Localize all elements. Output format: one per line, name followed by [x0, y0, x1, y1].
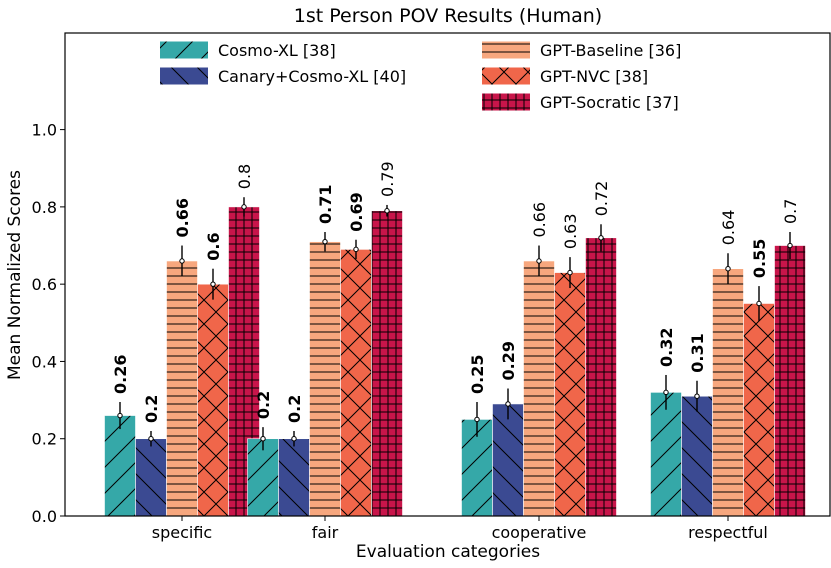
value-label-specific-4: 0.8 [235, 164, 254, 189]
mean-marker-respectful-0 [663, 389, 669, 396]
value-label-respectful-1: 0.31 [688, 333, 707, 372]
mean-marker-cooperative-2 [536, 258, 542, 264]
bar-specific-1 [135, 438, 167, 517]
mean-marker-respectful-3 [756, 300, 762, 307]
legend-swatch-3 [482, 67, 530, 85]
axes-layer: 0.0 0.2 0.4 0.6 0.8 1.0 specific fair cooperativ… [32, 32, 831, 542]
legend-label-3: GPT-NVC [38] [540, 67, 648, 86]
mean-marker-cooperative-4 [598, 235, 604, 241]
bar-respectful-0 [650, 392, 682, 517]
value-label-cooperative-3: 0.63 [561, 213, 580, 249]
mean-marker-fair-1 [291, 436, 297, 442]
bars-layer [104, 206, 806, 517]
x-tick-label-fair: fair [312, 523, 339, 542]
mean-marker-fair-4 [384, 208, 390, 214]
value-label-specific-3: 0.6 [204, 232, 223, 260]
mean-marker-cooperative-0 [474, 416, 480, 423]
value-label-cooperative-0: 0.25 [468, 355, 487, 394]
bar-cooperative-4 [585, 237, 617, 517]
value-label-specific-2: 0.66 [173, 198, 192, 237]
mean-marker-respectful-2 [725, 266, 731, 272]
legend-swatch-4 [482, 93, 530, 111]
y-tick-label: 0.8 [32, 198, 57, 217]
bar-fair-1 [278, 438, 310, 517]
mean-marker-respectful-4 [787, 242, 793, 249]
y-tick-label: 0.0 [32, 507, 57, 526]
legend-label-1: Canary+Cosmo-XL [40] [218, 67, 406, 86]
value-label-fair-1: 0.2 [285, 395, 304, 423]
bar-specific-2 [166, 260, 198, 517]
legend-label-4: GPT-Socratic [37] [540, 93, 679, 112]
bar-fair-3 [340, 249, 372, 517]
mean-marker-fair-0 [260, 436, 266, 442]
value-label-specific-0: 0.26 [111, 355, 130, 394]
value-label-respectful-4: 0.7 [781, 199, 800, 224]
value-label-fair-0: 0.2 [254, 391, 273, 419]
value-labels-layer: 0.26 0.2 0.66 0.6 0.8 0.2 0.2 0.71 0.69 0.79 0.25 0… [111, 161, 800, 423]
bar-fair-2 [309, 241, 341, 517]
y-tick-label: 0.6 [32, 275, 57, 294]
legend-label-2: GPT-Baseline [36] [540, 41, 681, 60]
axes-frame [64, 32, 831, 517]
legend-label-0: Cosmo-XL [38] [218, 41, 336, 60]
mean-marker-fair-3 [353, 246, 359, 253]
mean-marker-cooperative-1 [505, 401, 511, 407]
x-tick-label-cooperative: cooperative [492, 523, 587, 542]
legend-swatch-1 [160, 67, 208, 85]
y-axis-label: Mean Normalized Scores [5, 170, 25, 380]
value-label-respectful-3: 0.55 [750, 239, 769, 278]
value-label-fair-2: 0.71 [316, 185, 335, 224]
x-tick-label-respectful: respectful [688, 523, 768, 542]
legend-swatch-2 [482, 41, 530, 59]
value-label-cooperative-4: 0.72 [592, 181, 611, 217]
mean-marker-specific-3 [210, 281, 216, 287]
legend-swatch-0 [160, 41, 208, 59]
bar-specific-0 [104, 415, 136, 517]
value-label-cooperative-2: 0.66 [530, 202, 549, 238]
bar-cooperative-2 [523, 260, 555, 517]
value-label-specific-1: 0.2 [142, 395, 161, 423]
value-label-fair-3: 0.69 [347, 192, 366, 231]
errorbars-layer [117, 197, 793, 451]
bar-respectful-2 [712, 268, 744, 517]
x-tick-label-specific: specific [152, 523, 212, 542]
mean-marker-specific-4 [241, 204, 247, 210]
bar-cooperative-3 [554, 272, 586, 517]
y-tick-label: 0.2 [32, 430, 57, 449]
mean-marker-fair-2 [322, 238, 328, 245]
y-tick-label: 1.0 [32, 121, 57, 140]
mean-marker-specific-2 [179, 258, 185, 264]
x-axis-label: Evaluation categories [356, 542, 540, 562]
bar-respectful-4 [774, 245, 806, 517]
bar-respectful-3 [743, 303, 775, 517]
value-label-fair-4: 0.79 [378, 161, 397, 197]
bar-cooperative-1 [492, 403, 524, 517]
mean-marker-specific-1 [148, 436, 154, 442]
value-label-respectful-0: 0.32 [657, 327, 676, 366]
mean-marker-respectful-1 [694, 393, 700, 399]
value-label-respectful-2: 0.64 [719, 210, 738, 246]
value-label-cooperative-1: 0.29 [499, 341, 518, 380]
bar-fair-4 [371, 210, 403, 517]
legend: Cosmo-XL [38] Canary+Cosmo-XL [40] GPT-Bas… [160, 41, 681, 112]
bar-respectful-1 [681, 395, 713, 517]
bar-specific-3 [197, 283, 229, 517]
mean-marker-specific-0 [117, 412, 123, 419]
chart-title: 1st Person POV Results (Human) [294, 5, 602, 27]
mean-marker-cooperative-3 [567, 269, 573, 276]
y-tick-label: 0.4 [32, 352, 57, 371]
